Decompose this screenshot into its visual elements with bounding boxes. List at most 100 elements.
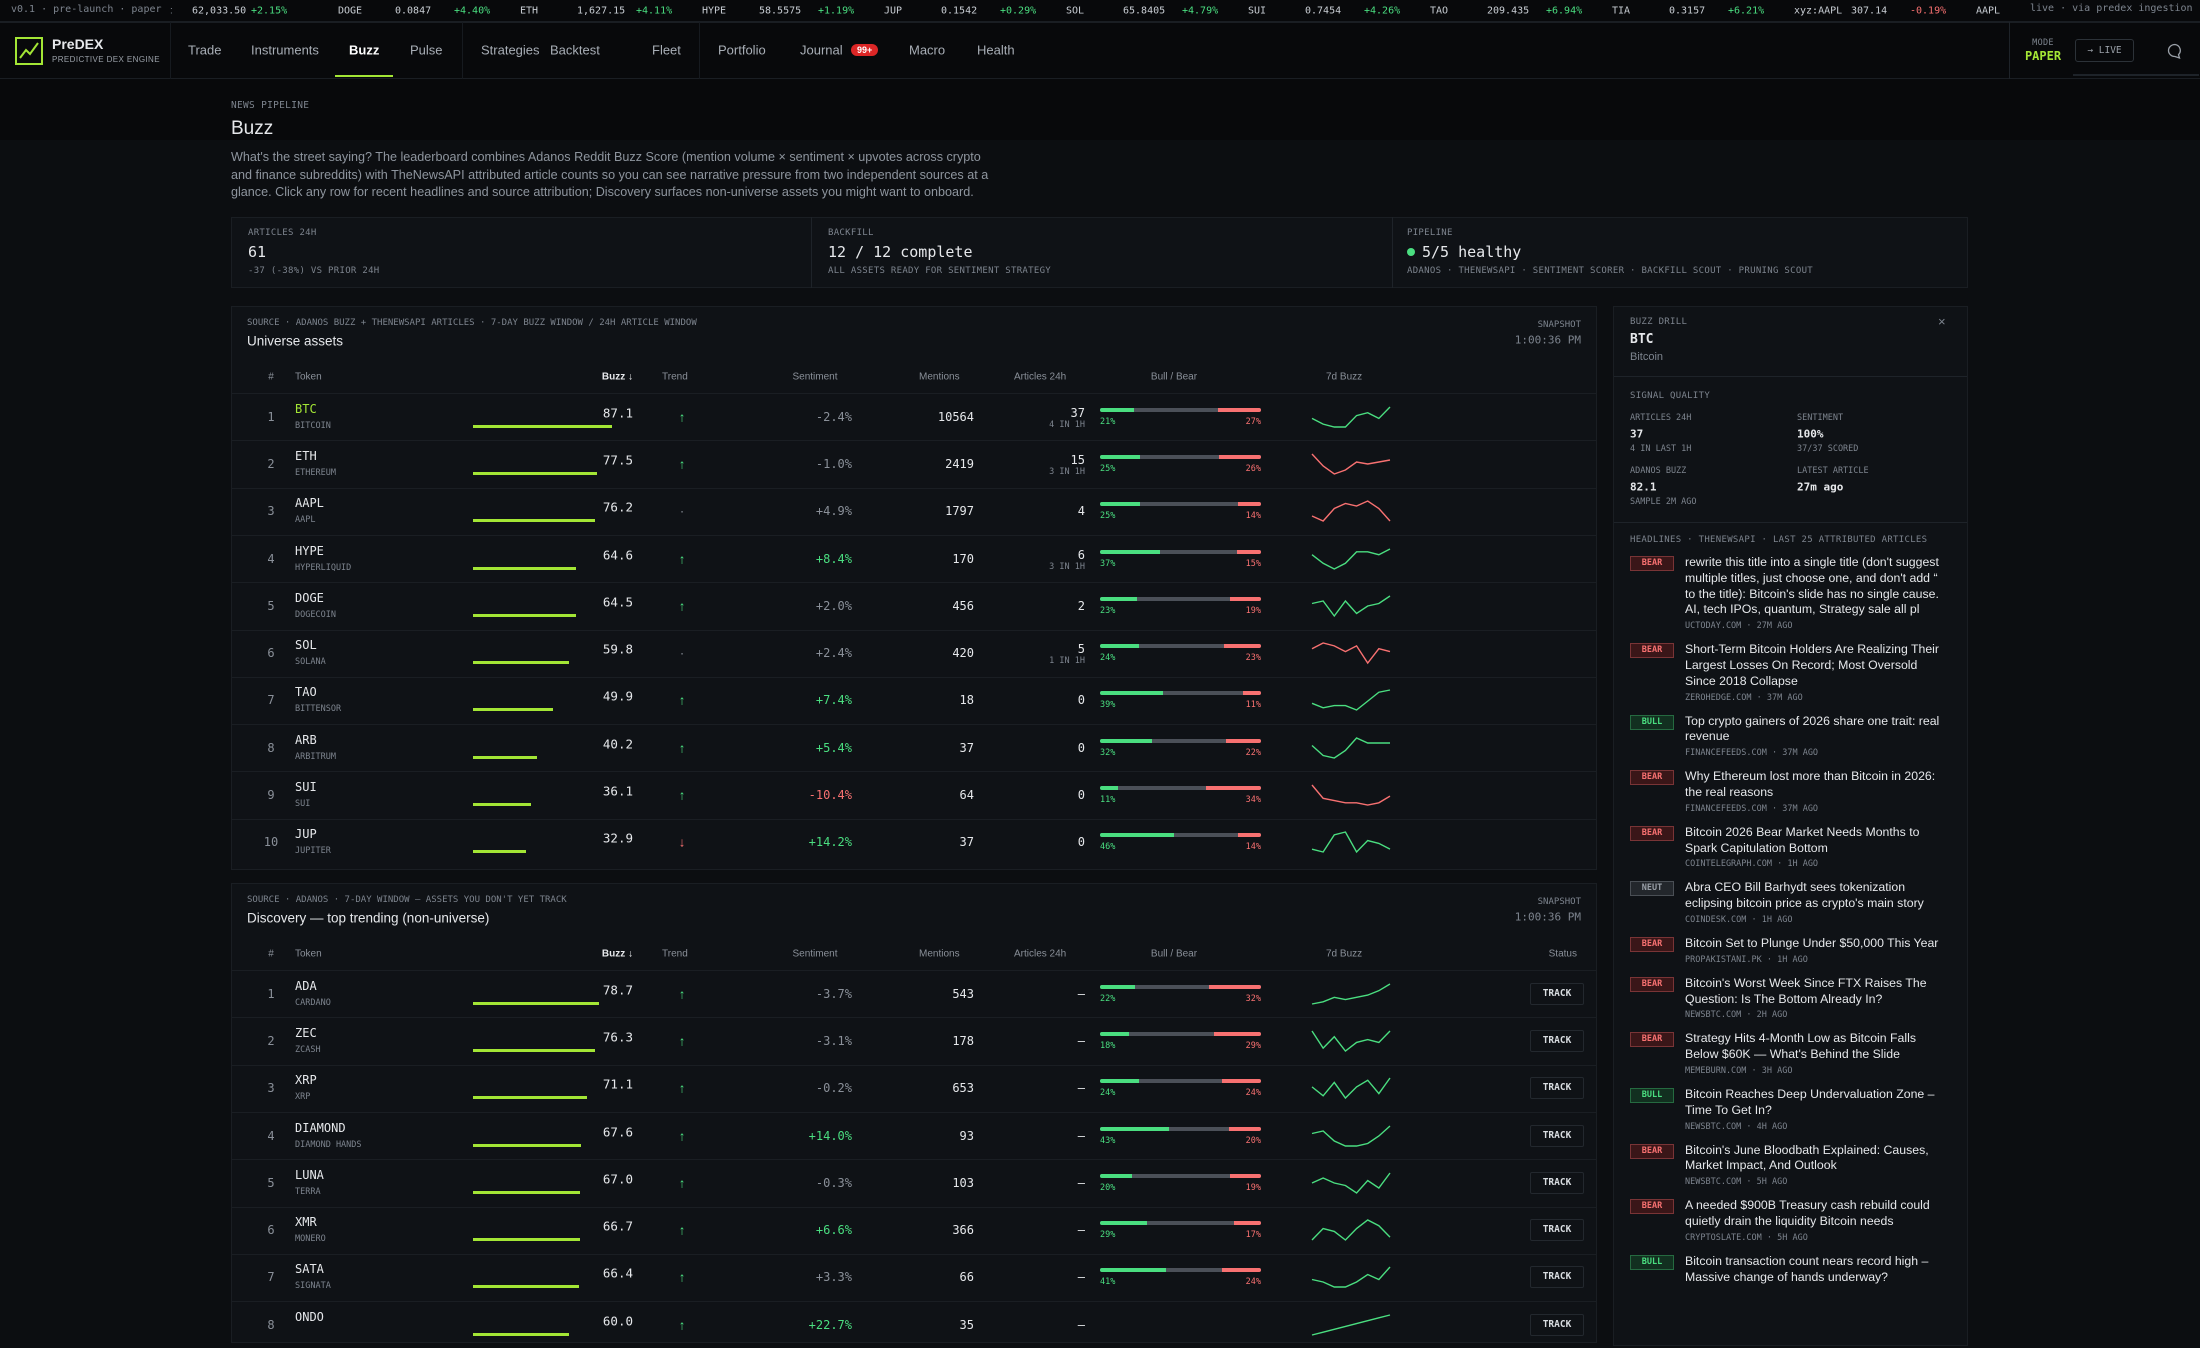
bear-segment	[1223, 644, 1261, 649]
stat-value: 12 / 12 complete	[828, 243, 973, 261]
articles: 4	[1077, 504, 1085, 519]
close-button[interactable]: ×	[1938, 314, 1946, 329]
sentiment: +4.9%	[815, 504, 852, 519]
headline[interactable]: BEAR Bitcoin's Worst Week Since FTX Raise…	[1630, 976, 1955, 1021]
table-row[interactable]	[232, 534, 1596, 582]
buzz-bar	[473, 1048, 596, 1052]
live-button[interactable]: → LIVE	[2075, 39, 2134, 62]
articles: 37	[1070, 405, 1085, 420]
sparkline	[1311, 1125, 1391, 1147]
table-row[interactable]	[232, 1159, 1596, 1206]
table-row[interactable]	[232, 676, 1596, 724]
table-row[interactable]	[232, 582, 1596, 629]
headline[interactable]: BEAR Strategy Hits 4-Month Low as Bitcoin…	[1630, 1031, 1955, 1076]
headline[interactable]: BULL Bitcoin transaction count nears reco…	[1630, 1254, 1955, 1286]
table-row[interactable]	[232, 1253, 1596, 1301]
bull-label: 18%	[1100, 1040, 1116, 1051]
nav-tab[interactable]: Fleet	[652, 42, 681, 58]
bull-segment	[1100, 984, 1136, 989]
table-row[interactable]	[232, 487, 1596, 535]
track-button[interactable]: TRACK	[1530, 1077, 1584, 1100]
nav-tab[interactable]: Macro	[909, 42, 946, 58]
buzz-bar	[473, 1332, 569, 1336]
token-symbol: DOGE	[295, 590, 324, 605]
table-row[interactable]	[232, 440, 1596, 487]
headline[interactable]: BEAR Bitcoin 2026 Bear Market Needs Month…	[1630, 825, 1955, 869]
headline[interactable]: NEUT Abra CEO Bill Barhydt sees tokenizat…	[1630, 880, 1955, 925]
nav-tab[interactable]: Journal	[800, 42, 843, 58]
sentiment: +14.0%	[808, 1128, 852, 1143]
table-row[interactable]	[232, 1017, 1596, 1064]
sparkline-chart	[1311, 983, 1391, 1005]
trend: ↑	[678, 598, 686, 614]
nav-tab[interactable]: Health	[977, 42, 1015, 58]
articles: 15	[1070, 452, 1085, 467]
buzz-bar	[473, 850, 526, 854]
track-button[interactable]: TRACK	[1530, 982, 1584, 1005]
page-description: What's the street saying? The leaderboar…	[231, 150, 989, 199]
table-row[interactable]	[232, 629, 1596, 677]
articles-recent: 3 IN 1H	[1049, 561, 1085, 572]
table-row[interactable]	[232, 1111, 1596, 1159]
token-symbol: SOL	[295, 638, 317, 653]
track-button[interactable]: TRACK	[1530, 1124, 1584, 1147]
nav-tab[interactable]: Backtest	[550, 42, 600, 58]
table-row[interactable]	[232, 970, 1596, 1017]
table-row[interactable]	[232, 771, 1596, 818]
snapshot-label: SNAPSHOT	[1537, 320, 1581, 330]
mentions: 170	[952, 551, 974, 566]
token-symbol: ETH	[295, 448, 317, 463]
panel-source: SOURCE · ADANOS · 7-DAY WINDOW — ASSETS …	[247, 895, 567, 905]
track-button[interactable]: TRACK	[1530, 1266, 1584, 1289]
metric-note: 4 IN LAST 1H	[1630, 444, 1692, 454]
bull-label: 25%	[1100, 463, 1116, 474]
buzz-value: 59.8	[602, 641, 633, 657]
chat-icon[interactable]	[2167, 43, 2183, 59]
headline[interactable]: BEAR rewrite this title into a single tit…	[1630, 555, 1955, 631]
track-button[interactable]: TRACK	[1530, 1029, 1584, 1052]
headline-source: NEWSBTC.COM · 2H AGO	[1685, 1010, 1788, 1021]
bear-label: 19%	[1245, 1182, 1261, 1193]
nav-tab[interactable]: Trade	[188, 42, 222, 58]
nav-tab[interactable]: Pulse	[410, 42, 443, 58]
headline[interactable]: BEAR A needed $900B Treasury cash rebuild…	[1630, 1198, 1955, 1243]
column-header: 7d Buzz	[1326, 948, 1363, 960]
track-button[interactable]: TRACK	[1530, 1219, 1584, 1242]
headline[interactable]: BEAR Why Ethereum lost more than Bitcoin …	[1630, 769, 1955, 814]
table-row[interactable]	[232, 1301, 1596, 1348]
table-row[interactable]	[232, 724, 1596, 771]
buzz-bar	[473, 566, 577, 570]
headline-title: A needed $900B Treasury cash rebuild cou…	[1685, 1198, 1930, 1228]
headline[interactable]: BULL Top crypto gainers of 2026 share one…	[1630, 714, 1955, 758]
bull-segment	[1100, 738, 1152, 743]
nav-tab[interactable]: Portfolio	[718, 42, 766, 58]
nav-tab[interactable]: Strategies	[481, 42, 540, 58]
sparkline-chart	[1311, 595, 1391, 618]
headline[interactable]: BEAR Short-Term Bitcoin Holders Are Reali…	[1630, 642, 1955, 703]
track-button[interactable]: TRACK	[1530, 1171, 1584, 1194]
mentions: 178	[952, 1033, 974, 1048]
table-row[interactable]	[232, 1206, 1596, 1254]
headline[interactable]: BULL Bitcoin Reaches Deep Undervaluation …	[1630, 1087, 1955, 1132]
bear-label: 29%	[1245, 1040, 1261, 1051]
track-button[interactable]: TRACK	[1530, 1313, 1584, 1336]
headline[interactable]: BEAR Bitcoin's June Bloodbath Explained: …	[1630, 1143, 1955, 1187]
nav-tab[interactable]: Buzz	[349, 42, 380, 58]
articles: —	[1077, 1128, 1085, 1143]
articles-recent: 3 IN 1H	[1049, 466, 1085, 477]
bull-segment	[1100, 596, 1138, 601]
headline[interactable]: BEAR Bitcoin Set to Plunge Under $50,000 …	[1630, 936, 1955, 965]
headline-title: rewrite this title into a single title (…	[1685, 555, 1939, 617]
mentions: 37	[959, 740, 974, 755]
table-row[interactable]	[232, 818, 1596, 866]
nav-tab[interactable]: Instruments	[251, 42, 319, 58]
status-dot	[1407, 248, 1415, 256]
table-row[interactable]	[232, 393, 1596, 440]
stat-value: 5/5 healthy	[1422, 243, 1522, 261]
divider	[1614, 376, 1967, 377]
bull-label: 11%	[1100, 795, 1116, 806]
rank: 7	[267, 1270, 275, 1285]
bear-segment	[1230, 596, 1261, 601]
table-row[interactable]	[232, 1064, 1596, 1112]
bull-segment	[1100, 502, 1141, 507]
